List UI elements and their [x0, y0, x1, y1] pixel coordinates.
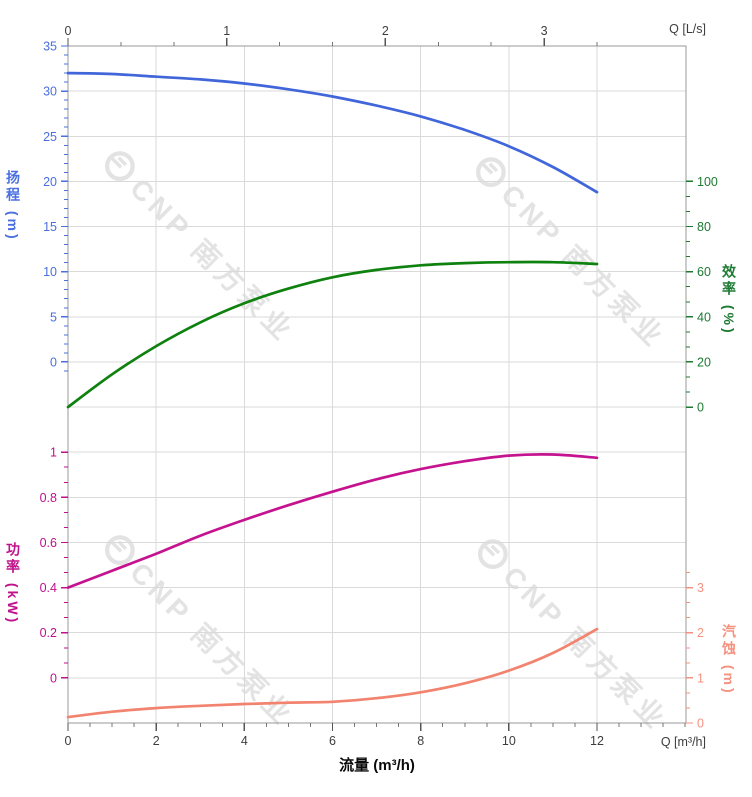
efficiency-axis-tick-label: 100 — [697, 175, 718, 189]
efficiency-axis-tick-label: 0 — [697, 401, 704, 415]
cnp-watermark: CNP 南方泵业 — [467, 528, 678, 739]
npsh-axis-tick-label: 3 — [697, 581, 704, 595]
bottom-axis-tick-label: 4 — [241, 734, 248, 748]
efficiency-axis-title: 效率 (%) — [721, 264, 737, 336]
head-axis-tick-label: 0 — [50, 355, 57, 369]
top-axis-tick-label: 0 — [65, 24, 72, 38]
cnp-watermark: CNP 南方泵业 — [94, 140, 305, 351]
head-axis-tick-label: 25 — [43, 130, 57, 144]
npsh-axis-title: 汽蚀 (m) — [721, 624, 737, 696]
power-axis-tick-label: 0.8 — [40, 491, 57, 505]
head-axis-tick-label: 35 — [43, 40, 57, 54]
efficiency-axis-tick-label: 20 — [697, 355, 711, 369]
power-curve — [66, 452, 599, 589]
efficiency-axis-tick-label: 60 — [697, 265, 711, 279]
x-axis-title: 流量 (m³/h) — [339, 757, 415, 774]
power-axis-tick-label: 1 — [50, 446, 57, 460]
top-axis-tick-label: 1 — [223, 24, 230, 38]
bottom-axis-tick-label: 6 — [329, 734, 336, 748]
bottom-axis-tick-label: 0 — [65, 734, 72, 748]
efficiency-axis-tick-label: 40 — [697, 310, 711, 324]
head-axis-tick-label: 10 — [43, 265, 57, 279]
npsh-curve — [66, 627, 599, 719]
cnp-logo-icon — [105, 151, 135, 182]
top-axis-unit-label: Q [L/s] — [669, 22, 706, 36]
power-axis-title: 功率 (kW) — [5, 542, 21, 626]
bottom-axis-tick-label: 12 — [590, 734, 604, 748]
head-axis-tick-label: 15 — [43, 220, 57, 234]
head-axis-tick-label: 20 — [43, 175, 57, 189]
bottom-axis-tick-label: 2 — [153, 734, 160, 748]
cnp-logo-icon — [478, 539, 508, 570]
efficiency-curve — [66, 260, 599, 409]
top-axis-tick-label: 2 — [382, 24, 389, 38]
npsh-axis-tick-label: 0 — [697, 717, 704, 731]
power-axis-tick-label: 0.6 — [40, 536, 57, 550]
power-axis-tick-label: 0.2 — [40, 626, 57, 640]
bottom-axis-tick-label: 10 — [502, 734, 516, 748]
efficiency-axis-tick-label: 80 — [697, 220, 711, 234]
head-axis-tick-label: 5 — [50, 310, 57, 324]
npsh-axis-tick-label: 1 — [697, 671, 704, 685]
npsh-axis-tick-label: 2 — [697, 626, 704, 640]
head-axis-tick-label: 30 — [43, 85, 57, 99]
top-axis-tick-label: 3 — [541, 24, 548, 38]
bottom-axis-unit-label: Q [m³/h] — [660, 735, 706, 749]
head-curve — [66, 71, 599, 194]
power-axis-tick-label: 0.4 — [40, 581, 57, 595]
power-axis-tick-label: 0 — [50, 671, 57, 685]
head-axis-title: 扬程 (m) — [5, 170, 21, 242]
plot-border — [67, 45, 687, 724]
bottom-axis-tick-label: 8 — [417, 734, 424, 748]
